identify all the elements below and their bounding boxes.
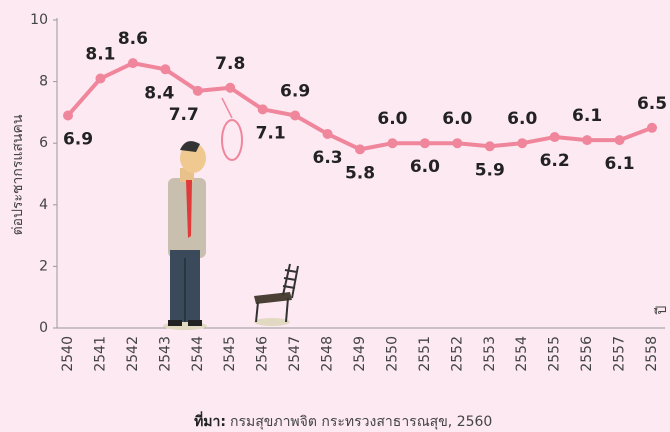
- x-tick-label: 2556: [579, 336, 595, 372]
- x-tick-label: 2555: [547, 336, 563, 372]
- value-label: 8.1: [85, 45, 115, 65]
- x-tick-label: 2544: [190, 336, 206, 372]
- x-tick-label: 2549: [352, 336, 368, 372]
- data-point: [127, 58, 138, 69]
- data-point: [484, 141, 495, 152]
- value-label: 6.0: [410, 157, 440, 177]
- value-label: 5.9: [475, 160, 505, 180]
- data-point: [582, 135, 593, 146]
- data-point: [387, 138, 398, 149]
- x-tick-label: 2557: [612, 336, 628, 372]
- x-tick-label: 2550: [384, 336, 400, 372]
- data-point: [647, 122, 657, 133]
- value-label: 8.6: [118, 29, 148, 49]
- data-point: [63, 110, 73, 121]
- y-tick-label: 0: [39, 320, 48, 336]
- value-label: 6.2: [540, 151, 570, 171]
- value-label: 6.0: [507, 109, 537, 129]
- y-axis-label: ต่อประชากรแสนคน: [10, 114, 26, 235]
- value-label: 6.9: [280, 81, 310, 101]
- data-point: [290, 110, 301, 121]
- data-point: [322, 128, 333, 139]
- x-tick-label: 2547: [287, 336, 303, 372]
- x-tick-label: 2541: [92, 336, 108, 372]
- man-illustration: [163, 141, 207, 330]
- y-tick-label: 2: [39, 258, 48, 274]
- value-label: 5.8: [345, 163, 375, 183]
- data-point: [355, 144, 365, 155]
- data-point: [614, 135, 625, 146]
- x-axis-label: ปี: [654, 305, 670, 314]
- value-label: 7.1: [256, 123, 286, 143]
- y-tick-label: 6: [39, 135, 48, 151]
- data-point: [225, 82, 236, 93]
- x-tick-label: 2548: [320, 336, 336, 372]
- data-point: [419, 138, 430, 149]
- x-tick-label: 2543: [157, 336, 173, 372]
- x-tick-label: 2540: [60, 336, 76, 372]
- source-text: กรมสุขภาพจิต กระทรวงสาธารณสุข, 2560: [230, 414, 492, 430]
- value-label: 6.1: [572, 106, 602, 126]
- data-point: [452, 138, 463, 149]
- value-label: 8.4: [144, 83, 174, 103]
- data-point: [549, 132, 560, 143]
- value-label: 6.3: [312, 148, 342, 168]
- data-point: [517, 138, 528, 149]
- value-label: 6.0: [377, 109, 407, 129]
- noose-illustration: [221, 97, 243, 161]
- x-tick-label: 2558: [644, 336, 660, 372]
- source-label: ที่มา:: [194, 411, 226, 430]
- chair-illustration: [254, 263, 299, 326]
- value-label: 7.8: [215, 54, 245, 74]
- value-label: 6.5: [637, 94, 667, 114]
- y-tick-label: 10: [30, 12, 48, 28]
- value-label: 6.9: [63, 129, 93, 149]
- y-tick-label: 4: [39, 197, 48, 213]
- x-tick-label: 2551: [417, 336, 433, 372]
- x-tick-label: 2545: [222, 336, 238, 372]
- data-point: [95, 73, 106, 84]
- data-point: [257, 104, 268, 115]
- data-point: [192, 85, 203, 96]
- value-label: 6.1: [604, 154, 634, 174]
- value-label: 6.0: [442, 109, 472, 129]
- x-tick-label: 2552: [449, 336, 465, 372]
- value-label: 7.7: [169, 105, 199, 125]
- x-tick-label: 2546: [255, 336, 271, 372]
- x-tick-label: 2553: [482, 336, 498, 372]
- data-point: [160, 64, 171, 75]
- x-tick-label: 2542: [125, 336, 141, 372]
- y-tick-label: 8: [39, 74, 48, 90]
- x-tick-label: 2554: [514, 336, 530, 372]
